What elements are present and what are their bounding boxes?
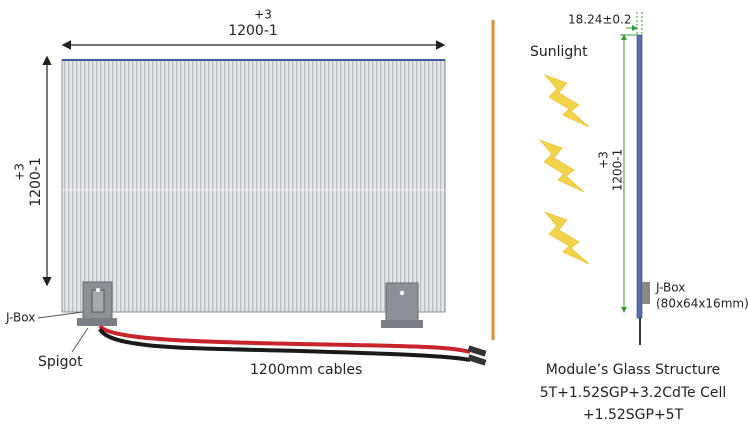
glass-structure-line: 5T+1.52SGP+3.2CdTe Cell [540, 385, 727, 401]
height-value: 1200-1 [28, 157, 44, 207]
width-tolerance: +3 [254, 8, 272, 22]
side-j-box-label: J-Box [655, 281, 685, 295]
thickness-label: 18.24±0.2 [568, 13, 632, 27]
cable-black [98, 327, 471, 362]
height-tolerance: +3 [13, 163, 27, 181]
leader-line [37, 311, 84, 319]
j-box-label: J-Box [5, 311, 35, 325]
panel [61, 59, 446, 313]
module-edge [636, 34, 643, 319]
sunlight-bolt [544, 74, 590, 128]
spigot-label: Spigot [38, 354, 83, 370]
j-box-right [381, 282, 423, 328]
j-box-left [77, 281, 117, 326]
width-value: 1200-1 [228, 23, 278, 39]
sunlight-bolt [539, 139, 585, 193]
side-height-value: 1200-1 [611, 149, 625, 192]
cable-red [98, 324, 471, 354]
side-j-box [642, 282, 650, 304]
sunlight-label: Sunlight [530, 44, 588, 60]
sunlight-bolt [544, 211, 590, 265]
glass-structure-line: +1.52SGP+5T [583, 407, 684, 423]
side-height-tolerance: +3 [597, 151, 611, 169]
connector [467, 354, 487, 366]
connector [467, 345, 487, 357]
leader-line [71, 327, 89, 353]
glass-structure-title: Module’s Glass Structure [546, 362, 721, 378]
side-j-box-size: (80x64x16mm) [656, 297, 748, 311]
cables-label: 1200mm cables [250, 362, 362, 378]
